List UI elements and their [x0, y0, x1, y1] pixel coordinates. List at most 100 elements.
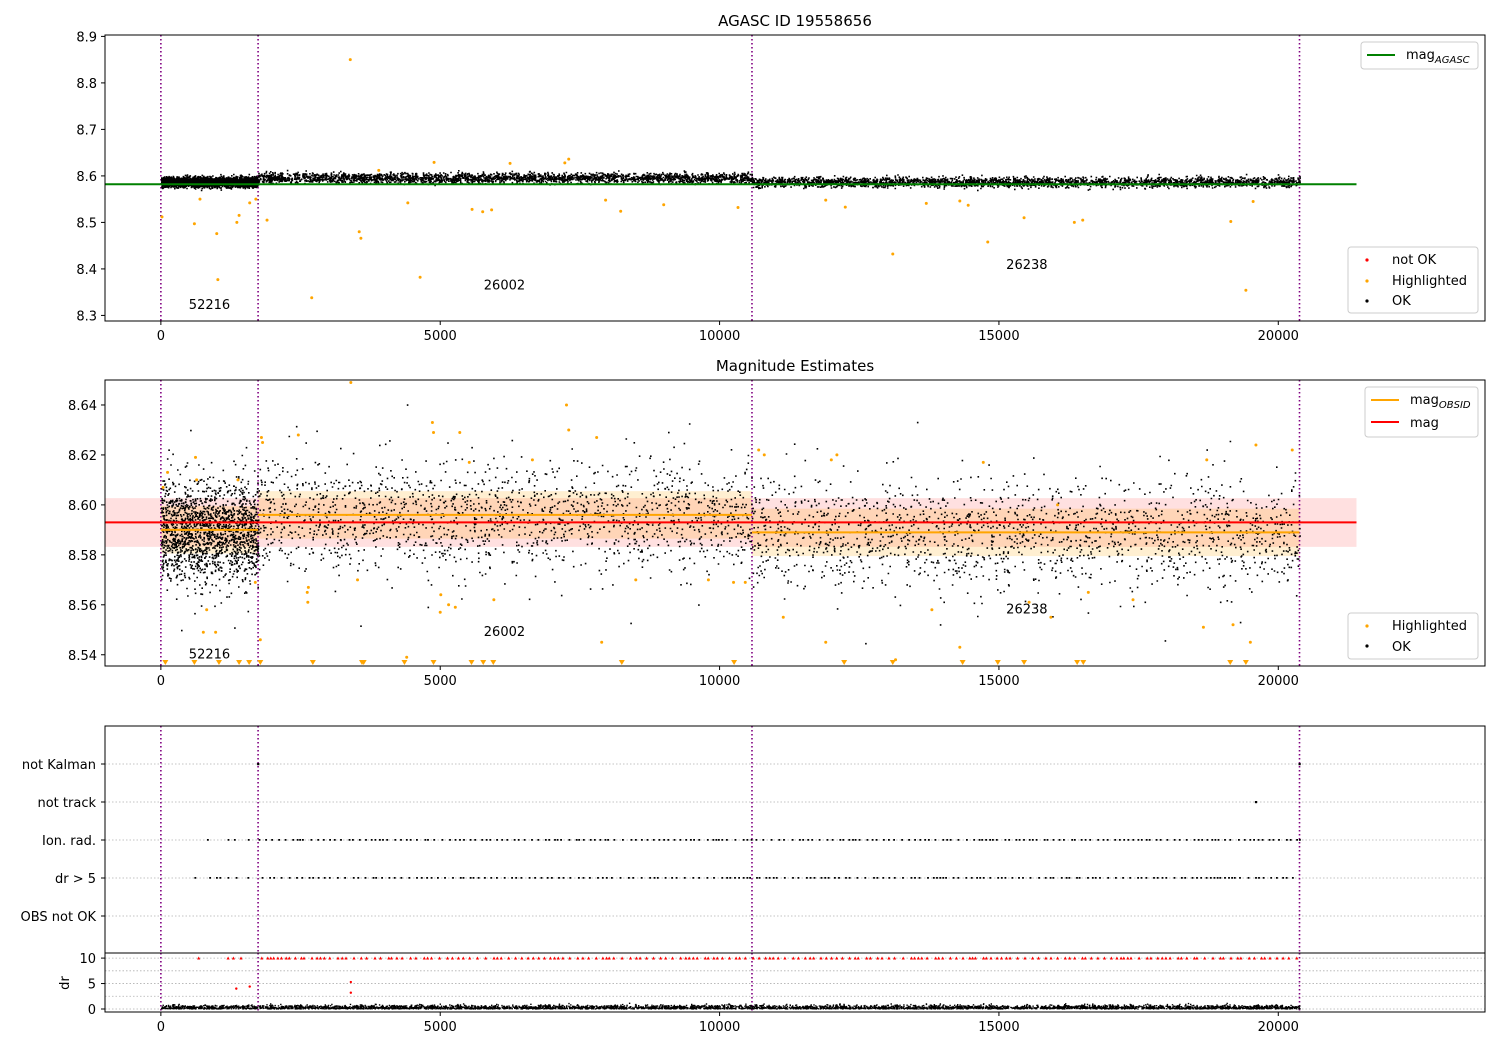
- x-tick-label: 20000: [1258, 674, 1299, 689]
- legend-mag-obsid-subscript: OBSID: [1439, 400, 1471, 411]
- highlighted-clipped-marker: [490, 660, 497, 665]
- dr-outlier-point: [349, 980, 353, 984]
- y-tick-label: 8.62: [68, 449, 97, 464]
- highlighted-point: [160, 215, 164, 219]
- legend-highlighted-label: Highlighted: [1392, 619, 1467, 634]
- highlighted-point: [305, 590, 309, 594]
- legend-agasc: magAGASC: [1360, 41, 1479, 70]
- highlighted-point: [265, 218, 269, 222]
- flag-label-not-track: not track: [37, 796, 96, 811]
- highlighted-point: [237, 213, 241, 217]
- highlighted-point: [216, 278, 220, 282]
- ok-points: [258, 169, 754, 187]
- legend-highlighted-label: Highlighted: [1392, 274, 1467, 289]
- highlighted-point: [258, 638, 262, 642]
- obs-label-26238: 26238: [1006, 258, 1047, 273]
- y-tick-label: 8.9: [76, 30, 97, 45]
- highlighted-clipped-marker: [480, 660, 487, 665]
- highlighted-point: [253, 580, 257, 584]
- obs-label-26238: 26238: [1006, 603, 1047, 618]
- highlighted-point: [563, 161, 567, 165]
- flag-point: [257, 763, 260, 766]
- y-tick-label: 8.3: [76, 309, 97, 324]
- highlighted-point: [296, 433, 300, 437]
- legend-ok-label: OK: [1392, 294, 1411, 309]
- highlighted-clipped-marker: [1080, 660, 1087, 665]
- highlighted-point: [470, 207, 474, 211]
- highlighted-point: [205, 608, 209, 612]
- highlighted-point: [1049, 615, 1053, 619]
- legend-mag-obsid-label: magOBSID: [1410, 393, 1471, 411]
- highlighted-point: [986, 240, 990, 244]
- x-tick-label: 15000: [978, 329, 1019, 344]
- x-tick-label: 10000: [699, 674, 740, 689]
- highlighted-clipped-marker: [257, 660, 264, 665]
- highlighted-clipped-marker: [1021, 660, 1028, 665]
- highlighted-point: [1086, 590, 1090, 594]
- highlighted-point: [567, 428, 571, 432]
- highlighted-point: [432, 160, 436, 164]
- highlighted-point: [348, 58, 352, 62]
- flag-label-ion-rad: Ion. rad.: [42, 834, 96, 849]
- highlighted-point: [1081, 218, 1085, 222]
- obs-label-26002: 26002: [484, 278, 525, 293]
- highlighted-point: [567, 157, 571, 161]
- highlighted-point: [1251, 199, 1255, 203]
- highlighted-point: [1022, 216, 1026, 220]
- highlighted-point: [201, 630, 205, 634]
- highlighted-clipped-marker: [430, 660, 437, 665]
- flag-points: [207, 839, 1301, 841]
- panel-2-title: Magnitude Estimates: [716, 357, 874, 375]
- y-tick-label: 8.58: [68, 549, 97, 564]
- ok-points: [160, 173, 260, 192]
- legend-highlighted-marker: [1365, 279, 1369, 283]
- highlighted-point: [564, 403, 568, 407]
- x-tick-label: 5000: [424, 1020, 457, 1035]
- highlighted-point: [1205, 458, 1209, 462]
- legend-ok-label: OK: [1392, 640, 1411, 655]
- highlighted-clipped-marker: [1227, 660, 1234, 665]
- highlighted-point: [930, 608, 934, 612]
- x-tick-label: 15000: [978, 674, 1019, 689]
- panel-dr: 0 5 10 0 5000 10000 15000 20000 dr: [58, 952, 1486, 1035]
- highlighted-point: [1248, 640, 1252, 644]
- dr-axis-label: dr: [58, 976, 73, 990]
- highlighted-point: [359, 236, 363, 240]
- highlighted-point: [662, 203, 666, 207]
- legend-status-2-box: [1347, 612, 1479, 660]
- x-tick-label: 20000: [1258, 329, 1299, 344]
- panel-2-plot-area: [105, 380, 1357, 666]
- highlighted-point: [619, 209, 623, 213]
- highlighted-clipped-marker: [246, 660, 253, 665]
- legend-highlighted-marker: [1365, 624, 1369, 628]
- highlighted-point: [757, 448, 761, 452]
- highlighted-point: [1131, 598, 1135, 602]
- highlighted-point: [490, 208, 494, 212]
- highlighted-clipped-marker: [889, 660, 896, 665]
- highlighted-point: [214, 630, 218, 634]
- highlighted-clipped-marker: [618, 660, 625, 665]
- highlighted-point: [781, 615, 785, 619]
- y-tick-label: 8.5: [76, 216, 97, 231]
- panel-2-axes: 0 5000 10000 15000 20000 8.54 8.56 8.58 8.60 8.62…: [68, 399, 1299, 689]
- panel-4-plot-area: [105, 953, 1485, 1012]
- highlighted-point: [924, 201, 928, 205]
- highlighted-point: [254, 197, 258, 201]
- highlighted-point: [377, 168, 381, 172]
- highlighted-point: [732, 580, 736, 584]
- highlighted-point: [439, 593, 443, 597]
- y-tick-label: 8.7: [76, 123, 97, 138]
- y-tick-label: 8.56: [68, 599, 97, 614]
- legend-ok-marker: [1365, 299, 1369, 303]
- highlighted-point: [843, 205, 847, 209]
- highlighted-point: [981, 460, 985, 464]
- highlighted-point: [198, 197, 202, 201]
- highlighted-point: [310, 296, 314, 300]
- highlighted-point: [195, 478, 199, 482]
- highlighted-point: [166, 470, 170, 474]
- highlighted-point: [958, 645, 962, 649]
- highlighted-clipped-marker: [994, 660, 1001, 665]
- highlighted-point: [835, 453, 839, 457]
- highlighted-clipped-marker: [236, 660, 243, 665]
